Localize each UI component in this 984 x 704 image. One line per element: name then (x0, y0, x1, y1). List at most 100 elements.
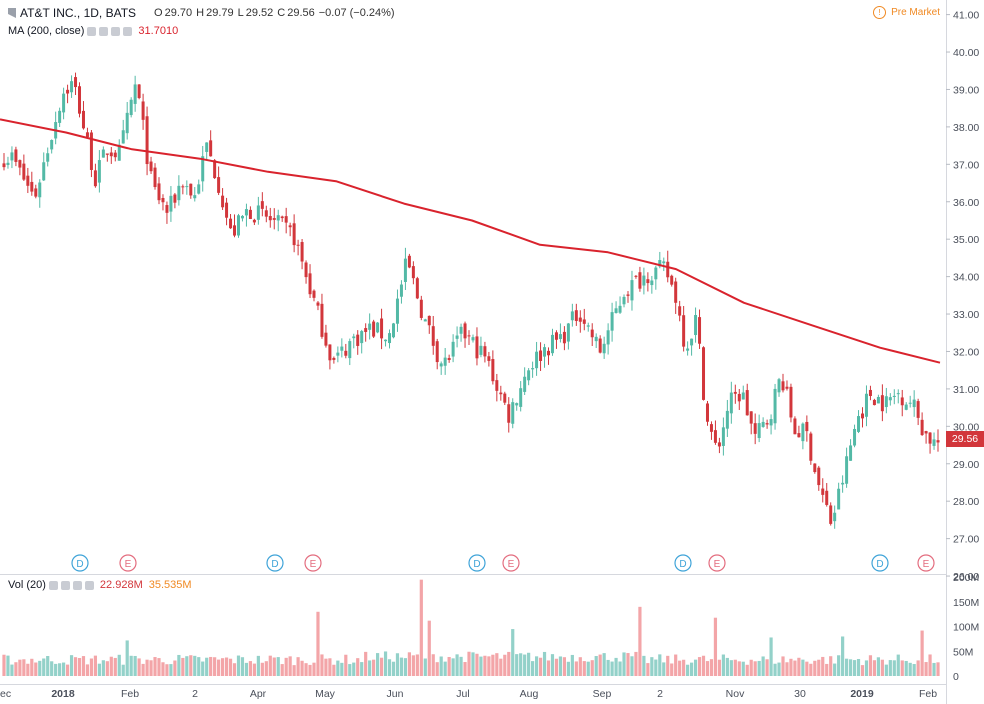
volume-tick-label: 0 (953, 671, 959, 683)
ma-legend[interactable]: MA (200, close) 31.7010 (8, 25, 178, 37)
volume-bar (379, 657, 384, 676)
volume-bar (149, 660, 153, 676)
volume-bar (495, 653, 499, 676)
volume-bar (904, 660, 908, 676)
candle (312, 289, 316, 302)
time-tick-label: 2018 (51, 688, 75, 700)
add-icon[interactable] (72, 580, 82, 590)
volume-bar (364, 651, 368, 676)
candle (30, 171, 34, 196)
candle (817, 465, 821, 491)
candle (741, 385, 745, 400)
candle (431, 315, 435, 355)
volume-bar (224, 657, 229, 676)
pre-market-indicator[interactable]: ! Pre Market (873, 6, 940, 19)
settings-icon[interactable] (99, 26, 109, 36)
earnings-marker[interactable]: E (502, 554, 520, 572)
candle (821, 478, 825, 503)
volume-bar (169, 664, 173, 676)
ma-value: 31.7010 (138, 25, 179, 37)
candle (634, 275, 638, 279)
volume-bar (177, 654, 181, 676)
candle (10, 146, 14, 169)
low-value: L 29.52 (237, 7, 274, 19)
candle (439, 361, 443, 375)
price-axis[interactable]: 41.00 40.00 39.00 38.00 37.00 36.00 35.00 34.00… (946, 10, 979, 583)
candle (586, 322, 590, 332)
candle (244, 203, 248, 227)
candle (916, 398, 920, 426)
candle (550, 328, 554, 356)
volume-bar (813, 660, 817, 676)
time-axis[interactable]: ec 2018 Feb 2 Apr May Jun Jul Aug Sep 2 Nov 30 2019 Fe… (0, 688, 937, 700)
candle (388, 329, 392, 349)
candle (928, 432, 932, 454)
dividend-marker[interactable]: D (674, 554, 692, 572)
candle (614, 301, 618, 314)
volume-bar (439, 656, 443, 676)
volume-bar (236, 655, 241, 676)
volume-tick-label: 200M (953, 572, 979, 584)
volume-bar (85, 664, 90, 676)
candle (674, 277, 678, 314)
candle (384, 339, 388, 347)
candle (690, 338, 694, 356)
candle (105, 153, 109, 162)
dividend-marker[interactable]: D (468, 554, 486, 572)
candle (511, 398, 515, 429)
volume-bar (896, 654, 900, 676)
time-tick-label: Jun (387, 688, 404, 700)
candle (372, 319, 376, 339)
volume-bar (578, 657, 582, 676)
volume-legend[interactable]: Vol (20) 22.928M 35.535M (8, 579, 192, 591)
add-icon[interactable] (111, 26, 121, 36)
settings-icon[interactable] (60, 580, 70, 590)
series-indicator-icon (8, 8, 16, 18)
volume-bar (264, 661, 268, 676)
dividend-marker[interactable]: D (871, 554, 889, 572)
candle (459, 323, 463, 342)
earnings-marker[interactable]: E (708, 554, 726, 572)
eye-icon[interactable] (48, 580, 58, 590)
symbol-legend[interactable]: AT&T INC., 1D, BATS O 29.70 H 29.79 L 29.52… (8, 6, 395, 20)
candle (74, 72, 78, 96)
candle (360, 329, 364, 354)
candle (276, 209, 280, 232)
volume-bar (109, 656, 113, 676)
candle (777, 377, 781, 397)
volume-bar (729, 660, 733, 676)
volume-bar (594, 656, 598, 676)
volume-bar (829, 656, 833, 676)
candle (610, 302, 614, 342)
close-icon[interactable] (84, 580, 94, 590)
candle (125, 101, 129, 140)
volume-label: Vol (20) (8, 579, 46, 591)
earnings-marker[interactable]: E (119, 554, 137, 572)
earnings-marker[interactable]: E (304, 554, 322, 572)
candle (857, 410, 861, 434)
candle (252, 218, 256, 226)
earnings-marker[interactable]: E (917, 554, 935, 572)
candle (260, 192, 264, 217)
candle (193, 187, 197, 202)
candle (209, 130, 213, 157)
candle (97, 150, 101, 193)
volume-bar (46, 655, 50, 676)
close-icon[interactable] (123, 26, 133, 36)
candle (896, 389, 900, 404)
eye-icon[interactable] (87, 26, 97, 36)
candle (46, 147, 50, 167)
candle (860, 407, 864, 428)
ma-label: MA (200, close) (8, 25, 85, 37)
volume-bar (582, 661, 586, 676)
dividend-marker[interactable]: D (71, 554, 89, 572)
dividend-marker[interactable]: D (266, 554, 284, 572)
volume-bar (765, 659, 769, 676)
symbol-title[interactable]: AT&T INC., 1D, BATS (20, 6, 137, 20)
volume-bar (228, 658, 233, 676)
time-tick-label: May (315, 688, 336, 700)
candle (598, 335, 602, 354)
candle (705, 400, 709, 426)
